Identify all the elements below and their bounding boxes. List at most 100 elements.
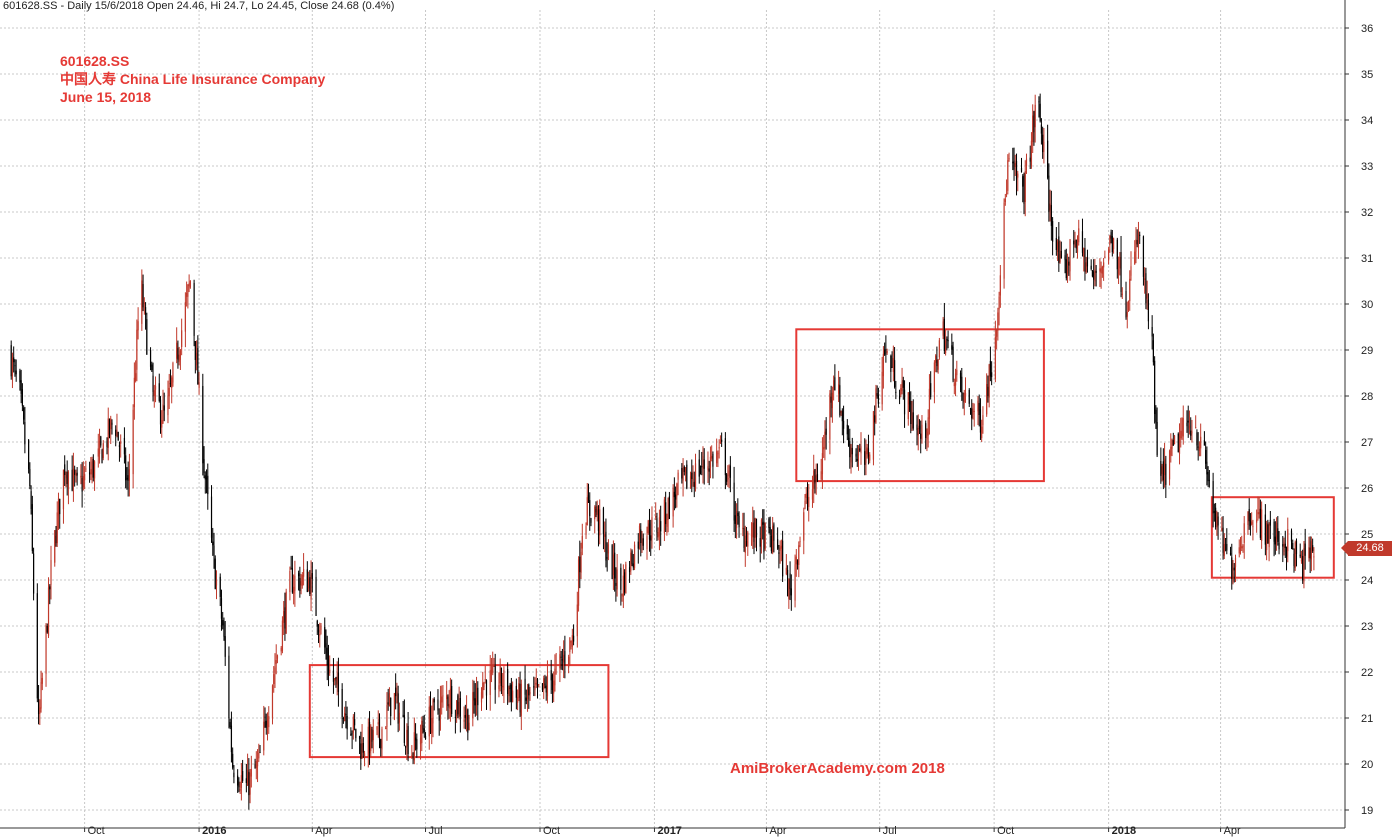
candle bbox=[205, 469, 208, 494]
candle-body bbox=[20, 380, 22, 394]
candle-body bbox=[437, 699, 439, 711]
candle-body bbox=[1160, 461, 1162, 476]
candle bbox=[834, 364, 836, 391]
candle bbox=[1232, 559, 1234, 585]
candle bbox=[1165, 455, 1167, 499]
candle-body bbox=[446, 695, 448, 700]
candle-body bbox=[999, 275, 1001, 296]
candle-body bbox=[1112, 238, 1115, 250]
candle-body bbox=[1221, 528, 1223, 531]
x-tick-label: Apr bbox=[1224, 825, 1241, 837]
candle-body bbox=[1120, 252, 1122, 292]
candle-body bbox=[536, 679, 539, 688]
candle-body bbox=[691, 472, 693, 480]
candle bbox=[284, 592, 286, 641]
candle-body bbox=[658, 517, 661, 537]
candle bbox=[299, 566, 301, 598]
candle bbox=[1278, 531, 1280, 555]
candle bbox=[169, 369, 172, 388]
candle-body bbox=[815, 475, 817, 482]
candle bbox=[310, 560, 312, 612]
candle bbox=[529, 686, 531, 701]
candle-body bbox=[355, 728, 357, 739]
candle bbox=[930, 371, 932, 400]
candle bbox=[204, 471, 206, 494]
candle-body bbox=[1034, 104, 1036, 128]
candle bbox=[186, 281, 188, 307]
candle-body bbox=[712, 453, 714, 467]
candle-body bbox=[907, 392, 909, 420]
candle-body bbox=[534, 686, 536, 691]
candle bbox=[123, 427, 126, 464]
consolidation-box bbox=[1210, 496, 1335, 579]
candle bbox=[1007, 154, 1009, 195]
candle-body bbox=[1099, 268, 1101, 272]
candle-body bbox=[1078, 228, 1080, 243]
candle-body bbox=[162, 404, 164, 424]
candle-body bbox=[1043, 141, 1045, 152]
candle bbox=[1313, 547, 1315, 571]
candle bbox=[808, 483, 810, 522]
candle-body bbox=[1004, 198, 1006, 203]
candle-body bbox=[823, 447, 825, 450]
candle-body bbox=[612, 554, 614, 576]
candle-body bbox=[642, 538, 644, 546]
candle-body bbox=[962, 392, 964, 400]
candle bbox=[198, 371, 200, 395]
candle-body bbox=[301, 574, 303, 586]
candle-body bbox=[1216, 512, 1218, 528]
candle bbox=[571, 628, 573, 654]
candle bbox=[1284, 530, 1286, 559]
candle bbox=[172, 361, 174, 387]
candle bbox=[271, 684, 274, 725]
candle bbox=[249, 769, 251, 804]
candle bbox=[268, 706, 270, 734]
candle bbox=[237, 769, 239, 793]
candle bbox=[721, 432, 723, 447]
candle-body bbox=[395, 687, 397, 697]
candle-body bbox=[1069, 239, 1071, 272]
candle-body bbox=[1152, 340, 1154, 363]
candle-body bbox=[1229, 552, 1232, 555]
candle-body bbox=[1142, 236, 1145, 277]
candle bbox=[91, 456, 93, 484]
candle-body bbox=[215, 580, 218, 586]
candle bbox=[220, 589, 223, 631]
candle-body bbox=[223, 622, 225, 637]
y-tick-label: 23 bbox=[1361, 621, 1373, 633]
candle-body bbox=[14, 365, 16, 367]
candle-body bbox=[538, 684, 540, 686]
candle-body bbox=[1110, 232, 1112, 239]
candle bbox=[85, 460, 87, 473]
candle-body bbox=[632, 563, 634, 568]
candle bbox=[1017, 170, 1019, 192]
candle bbox=[81, 462, 83, 508]
candle-body bbox=[648, 523, 651, 540]
candle-body bbox=[193, 282, 195, 336]
candle bbox=[46, 623, 48, 634]
candle-body bbox=[101, 450, 103, 464]
candle-body bbox=[814, 469, 816, 484]
candle bbox=[498, 672, 500, 698]
annotation-company: 中国人寿 China Life Insurance Company bbox=[60, 71, 326, 87]
candle-body bbox=[831, 392, 833, 409]
candle bbox=[874, 405, 876, 436]
candle bbox=[499, 658, 501, 692]
candle-body bbox=[307, 578, 310, 589]
candle bbox=[1073, 230, 1075, 258]
candle-body bbox=[524, 678, 526, 695]
candle bbox=[352, 714, 354, 740]
candle-body bbox=[925, 423, 927, 438]
candle-body bbox=[411, 755, 413, 758]
candle-body bbox=[1223, 543, 1225, 556]
candle-body bbox=[143, 302, 145, 304]
candle bbox=[1003, 198, 1005, 289]
candle bbox=[1290, 528, 1293, 550]
candle bbox=[699, 465, 702, 475]
candle-body bbox=[40, 682, 42, 709]
candle bbox=[742, 512, 744, 537]
candle bbox=[142, 274, 144, 312]
candle-body bbox=[702, 456, 704, 471]
candle-body bbox=[273, 674, 275, 684]
